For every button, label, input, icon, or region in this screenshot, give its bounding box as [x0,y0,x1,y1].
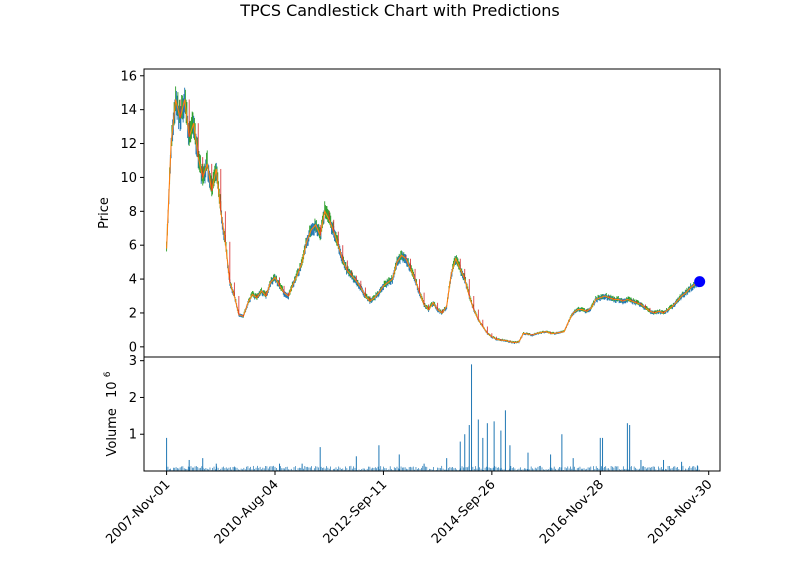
price-panel-frame [144,69,720,357]
price-y-axis: 0 2 4 6 8 10 12 14 16 [120,69,144,355]
volume-y-axis: 1 2 3 [129,354,144,443]
volume-panel-frame [144,357,720,471]
x-tick-label: 2010-Aug-04 [212,477,282,547]
x-axis: 2007-Nov-01 2010-Aug-04 2012-Sep-11 2014-Se… [103,471,716,547]
x-tick-label: 2018-Nov-30 [646,477,716,547]
price-series [166,86,706,344]
volume-panel-border [143,356,721,472]
chart-title: TPCS Candlestick Chart with Predictions [239,1,560,20]
price-tick-label: 16 [120,69,137,84]
volume-scale-base: 10 [105,381,120,398]
volume-tick-label: 1 [129,428,137,443]
volume-axis-label-text: Volume [105,408,120,456]
price-tick-label: 14 [120,103,137,118]
prediction-marker [694,276,706,288]
price-tick-label: 0 [129,340,137,355]
volume-tick-label: 3 [129,354,137,369]
price-axis-label: Price [97,197,112,229]
close-price-line [166,99,700,344]
volume-scale-exponent: 6 [103,371,113,377]
volume-tick-label: 2 [129,391,137,406]
price-tick-label: 8 [129,205,137,220]
price-tick-label: 10 [120,171,137,186]
price-tick-label: 2 [129,306,137,321]
x-tick-label: 2012-Sep-11 [321,477,391,547]
price-tick-label: 12 [120,137,137,152]
x-tick-label: 2014-Sep-26 [429,477,499,547]
x-tick-label: 2016-Nov-28 [537,477,607,547]
price-tick-label: 6 [129,239,137,254]
x-tick-label: 2007-Nov-01 [103,477,173,547]
price-tick-label: 4 [129,273,137,288]
volume-axis-label: Volume 10 6 [103,371,120,456]
